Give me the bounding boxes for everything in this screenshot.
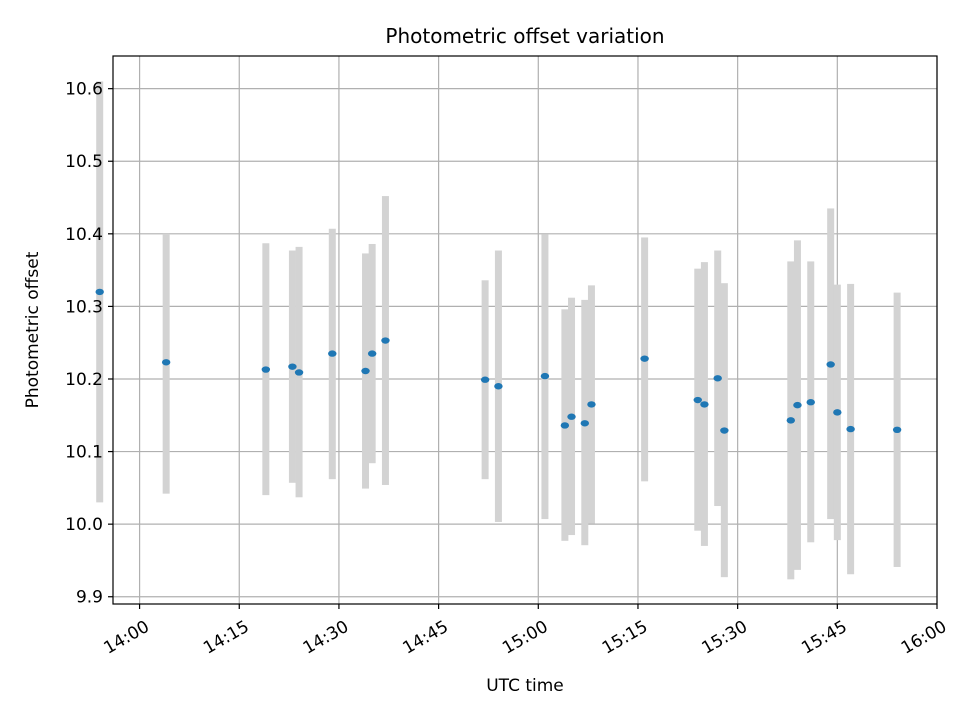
data-point [288, 363, 297, 370]
data-point [367, 350, 377, 357]
data-point [294, 369, 304, 376]
data-point [640, 355, 649, 362]
x-tick-label: 14:45 [399, 617, 451, 659]
data-point [587, 401, 596, 408]
x-tick-label: 15:00 [499, 617, 551, 659]
x-tick-label: 15:15 [599, 617, 651, 659]
data-point [693, 396, 702, 404]
error-bars [96, 81, 901, 580]
data-point [161, 359, 171, 366]
data-point [381, 337, 390, 344]
plot-frame [112, 55, 938, 605]
x-tick-label: 14:30 [300, 617, 352, 659]
data-point [494, 383, 503, 390]
data-points [95, 288, 902, 434]
data-point [786, 417, 796, 424]
y-tick-label: 10.4 [65, 225, 103, 245]
x-axis-label: UTC time [486, 676, 564, 696]
data-point [261, 366, 271, 373]
x-tick-label: 14:00 [100, 617, 152, 659]
data-point [361, 367, 370, 375]
x-tick-label: 15:30 [699, 617, 751, 659]
data-point [846, 425, 855, 433]
x-tick-label: 16:00 [898, 617, 950, 659]
data-point [580, 420, 590, 427]
data-point [892, 426, 902, 434]
data-point [833, 409, 842, 416]
y-tick-label: 9.9 [76, 588, 103, 608]
y-axis-label: Photometric offset [23, 251, 43, 408]
y-tick-label: 10.2 [65, 370, 103, 390]
x-axis-ticks: 14:00 14:15 14:30 14:45 15:00 15:15 15:30 15:45… [100, 604, 950, 659]
data-point [560, 422, 570, 429]
y-tick-label: 10.5 [65, 152, 103, 172]
data-point [826, 361, 835, 368]
y-tick-label: 10.0 [65, 515, 103, 535]
data-point [95, 288, 104, 296]
y-tick-label: 10.3 [65, 297, 103, 317]
chart-title: Photometric offset variation [385, 24, 664, 48]
data-point [567, 413, 576, 420]
data-point [793, 401, 802, 409]
y-tick-label: 10.6 [65, 80, 103, 100]
data-point [540, 372, 550, 380]
x-tick-label: 15:45 [798, 617, 850, 659]
data-point [328, 350, 337, 357]
data-point [720, 427, 729, 434]
data-point [480, 376, 490, 383]
y-axis-ticks: 9.9 10.0 10.1 10.2 10.3 10.4 10.5 10.6 [65, 80, 113, 608]
data-point [806, 399, 815, 406]
y-tick-label: 10.1 [65, 443, 103, 463]
data-point [700, 401, 709, 408]
x-tick-label: 14:15 [200, 617, 252, 659]
data-point [713, 375, 722, 382]
